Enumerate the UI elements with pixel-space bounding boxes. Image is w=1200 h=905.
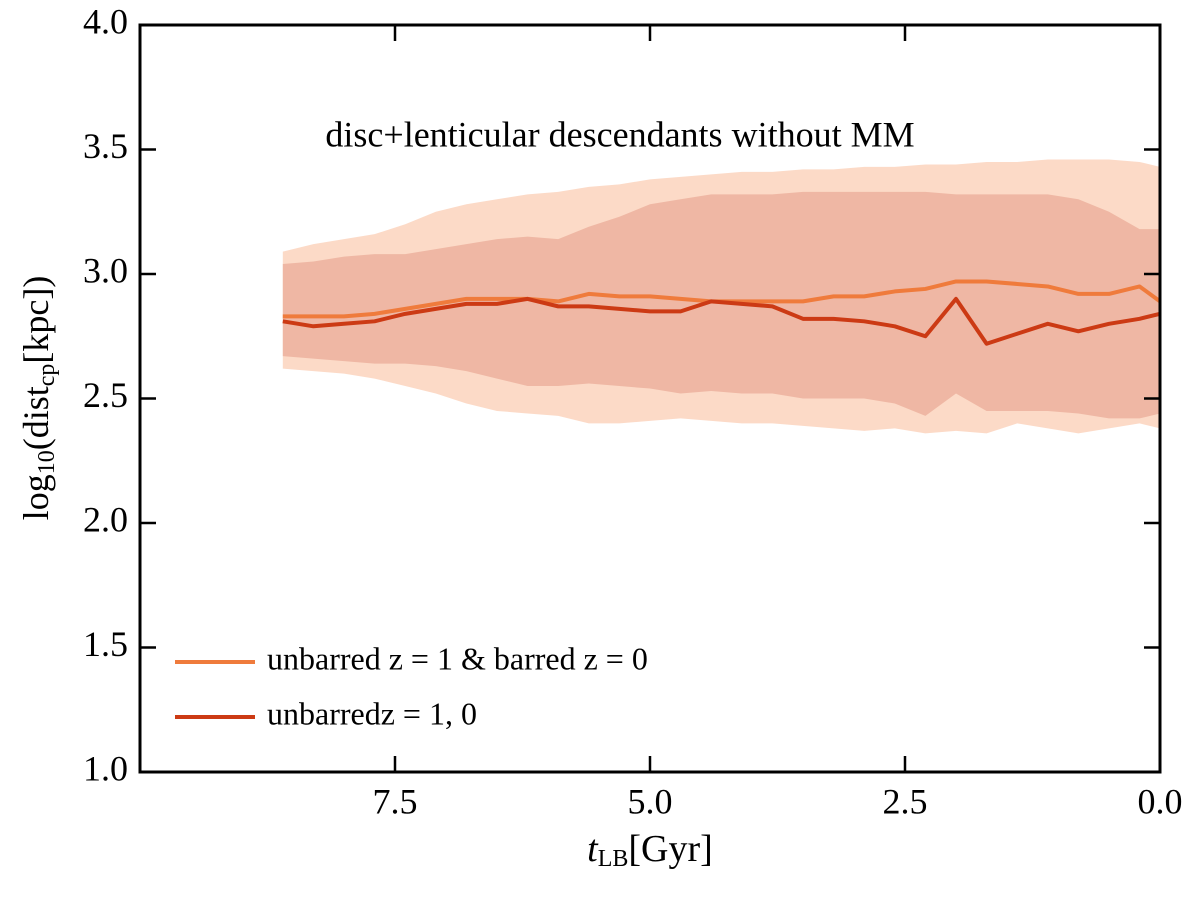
y-tick-label: 3.5 <box>83 126 128 166</box>
x-label-sub: LB <box>598 846 629 872</box>
x-tick-label: 0.0 <box>1138 781 1183 821</box>
legend-label: unbarred z = 1 & barred z = 0 <box>267 640 648 676</box>
y-tick-label: 3.0 <box>83 250 128 290</box>
annotation: disc+lenticular descendants without MM <box>325 114 914 154</box>
x-tick-label: 7.5 <box>373 781 418 821</box>
y-label-sub: 10 <box>34 450 60 474</box>
y-tick-label: 1.0 <box>83 748 128 788</box>
y-label-sub: cp <box>34 364 60 387</box>
y-label-part: [kpc]) <box>16 276 56 364</box>
y-label-part: log <box>16 474 56 520</box>
x-tick-label: 5.0 <box>628 781 673 821</box>
y-tick-label: 2.5 <box>83 375 128 415</box>
series-line <box>282 296 1161 346</box>
y-tick-label: 1.5 <box>83 624 128 664</box>
x-axis-label: tLB[Gyr] <box>587 828 713 872</box>
band <box>282 191 1160 419</box>
y-label-part: (dist <box>16 386 56 450</box>
legend-label: unbarredz = 1, 0 <box>267 695 477 731</box>
x-tick-label: 2.5 <box>883 781 928 821</box>
y-axis-label: log10(distcp[kpc]) <box>16 276 59 521</box>
x-label-part: t <box>587 828 599 870</box>
x-label-part: [Gyr] <box>628 828 712 870</box>
y-tick-label: 4.0 <box>83 1 128 41</box>
y-tick-label: 2.0 <box>83 499 128 539</box>
